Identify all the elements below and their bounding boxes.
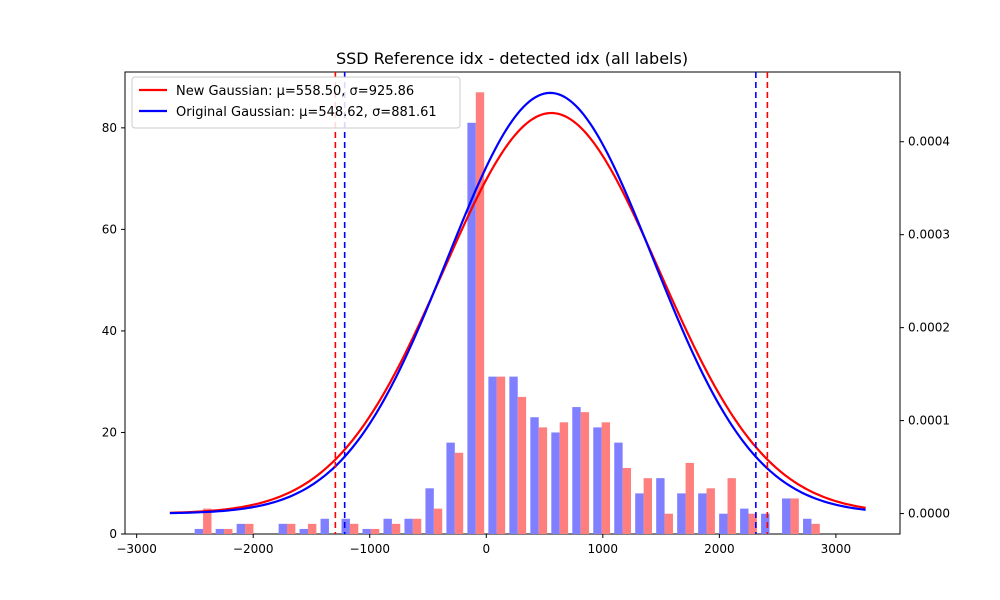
hist-bar-series-1 [803,518,812,534]
hist-bar-series-2 [245,523,254,534]
hist-bar-series-2 [622,468,632,534]
hist-bar-series-2 [412,518,422,534]
legend-box [131,76,461,129]
original-gaussian-curve [169,91,866,515]
y2-tick-label: 0.0004 [908,135,950,149]
hist-bar-series-2 [790,498,799,534]
legend: New Gaussian: μ=558.50, σ=925.86 Origina… [131,76,461,129]
hist-bar-series-1 [362,528,371,534]
y2-tick-label: 0.0000 [908,507,950,521]
y2-tick-label: 0.0003 [908,228,950,242]
hist-bar-series-1 [299,528,308,534]
hist-bar-series-1 [236,523,246,534]
hist-bar-series-1 [425,488,434,534]
hist-bar-series-1 [341,518,350,534]
x-tick-label: −3000 [116,542,157,556]
histogram-bars [194,92,820,535]
hist-bar-series-2 [454,452,464,534]
hist-bar-series-2 [706,488,715,534]
hist-bar-series-1 [761,513,770,534]
hist-bar-series-1 [446,442,455,534]
hist-bar-series-2 [475,92,485,535]
hist-bar-series-1 [635,493,644,534]
y-tick-label: 20 [102,425,117,439]
y-tick-label: 60 [102,222,117,236]
hist-bar-series-1 [740,508,749,534]
hist-bar-series-1 [467,122,476,535]
hist-bar-series-2 [433,508,443,534]
x-tick-label: 1000 [588,542,619,556]
y-tick-label: 0 [109,527,117,541]
x-tick-label: −2000 [233,542,274,556]
hist-bar-series-1 [593,427,602,534]
legend-label-new-gaussian: New Gaussian: μ=558.50, σ=925.86 [176,84,414,99]
x-tick-label: 3000 [821,542,852,556]
y2-tick-label: 0.0002 [908,321,950,335]
hist-bar-series-2 [727,478,736,534]
y2-tick-label: 0.0001 [908,414,950,428]
sigma-lines [334,72,769,534]
hist-bar-series-2 [559,422,569,534]
y-tick-label: 40 [102,324,117,338]
chart-title: SSD Reference idx - detected idx (all la… [336,49,688,68]
hist-bar-series-1 [509,376,518,534]
legend-label-original-gaussian: Original Gaussian: μ=548.62, σ=881.61 [176,105,437,120]
hist-bar-series-2 [517,396,527,534]
hist-bar-series-2 [224,528,233,534]
hist-bar-series-1 [782,498,791,534]
hist-bar-series-2 [538,427,548,534]
hist-bar-series-1 [320,518,329,534]
hist-bar-series-2 [601,422,611,534]
hist-bar-series-2 [664,513,673,534]
gaussian-curves [169,91,866,515]
hist-bar-series-2 [580,412,590,534]
hist-bar-series-1 [656,478,665,534]
new-gaussian-curve [169,111,866,514]
x-tick-label: 0 [482,542,490,556]
hist-bar-series-1 [383,518,392,534]
hist-bar-series-1 [194,528,204,534]
hist-bar-series-2 [286,523,296,534]
hist-bar-series-1 [278,523,287,534]
hist-bar-series-2 [643,478,652,534]
hist-bar-series-1 [530,417,539,534]
x-tick-label: 2000 [704,542,735,556]
hist-bar-series-2 [685,462,694,534]
hist-bar-series-1 [215,528,225,534]
hist-bar-series-2 [370,528,380,534]
hist-bar-series-1 [404,518,413,534]
hist-bar-series-1 [551,432,560,534]
hist-bar-series-2 [811,523,820,534]
hist-bar-series-2 [748,513,757,534]
hist-bar-series-2 [496,376,506,534]
hist-bar-series-1 [677,493,686,534]
hist-bar-series-1 [572,407,581,534]
x-tick-label: −1000 [349,542,390,556]
y-tick-label: 80 [102,121,117,135]
hist-bar-series-1 [614,442,623,534]
hist-bar-series-2 [349,523,359,534]
hist-bar-series-1 [698,493,707,534]
hist-bar-series-1 [488,376,497,534]
hist-bar-series-2 [391,523,401,534]
hist-bar-series-1 [719,513,728,534]
hist-bar-series-2 [203,508,212,534]
hist-bar-series-2 [307,523,317,534]
axis-ticks: −3000 −2000 −1000 0 1000 2000 3000 0 20 40 60 80 0.0… [102,121,950,556]
